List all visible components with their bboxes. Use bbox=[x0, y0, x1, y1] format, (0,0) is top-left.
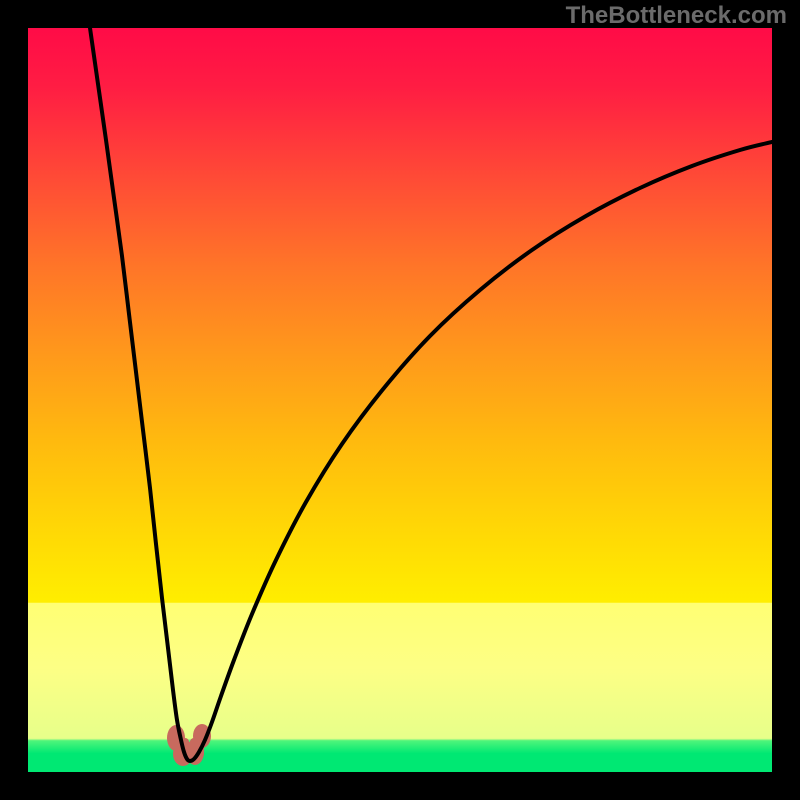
watermark-text: TheBottleneck.com bbox=[566, 2, 787, 30]
bottleneck-curve bbox=[28, 28, 772, 772]
curve-path bbox=[90, 28, 772, 761]
